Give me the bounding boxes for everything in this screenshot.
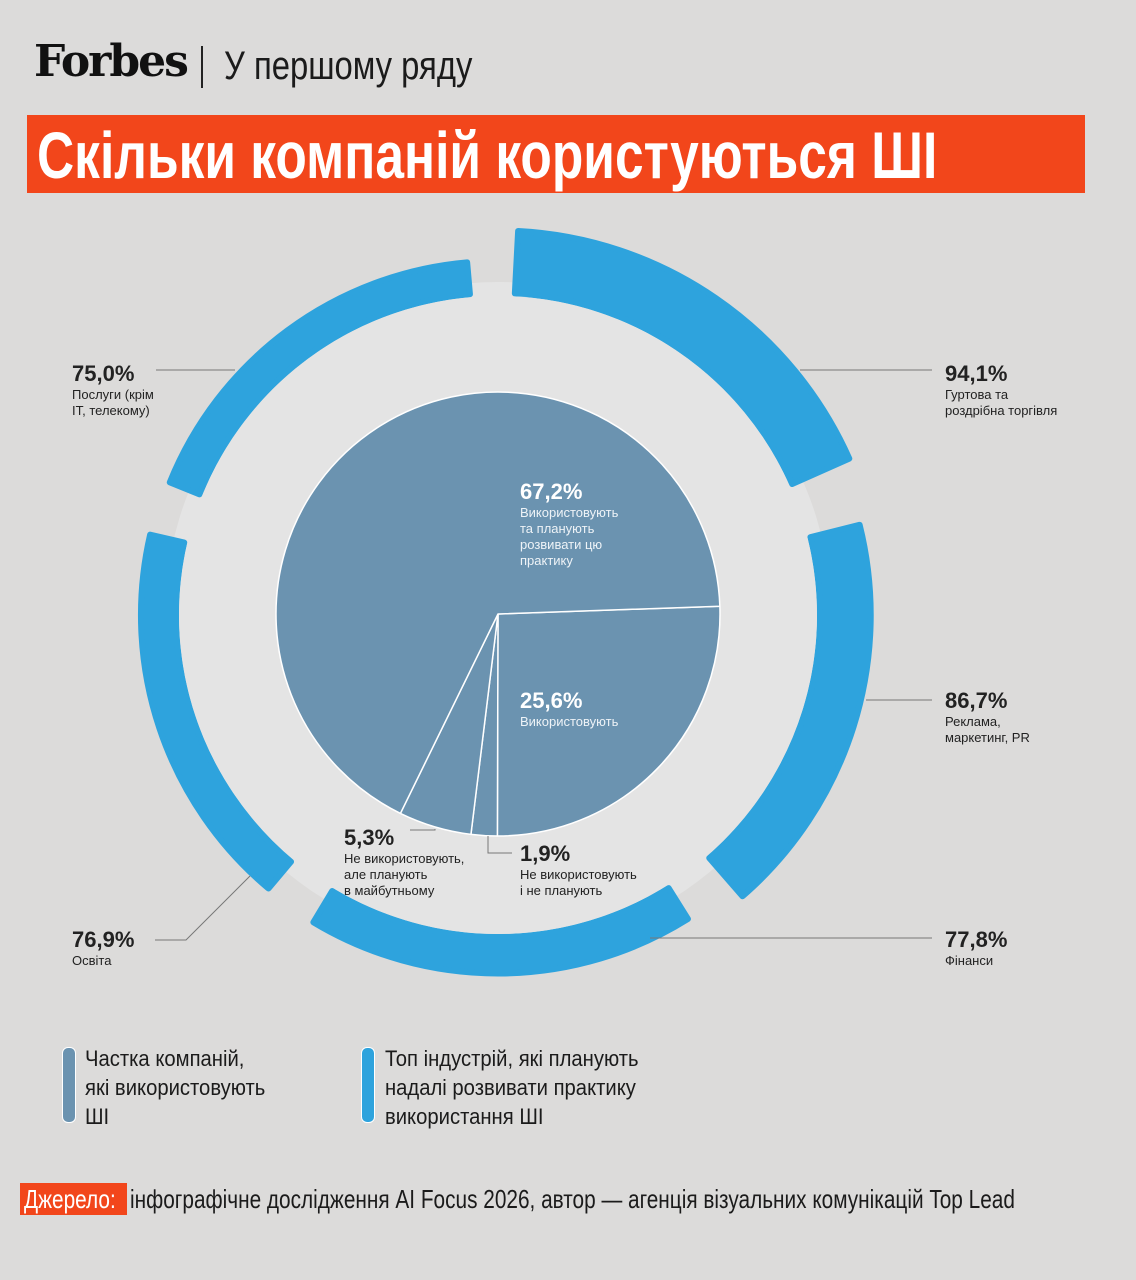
- source-text: інфографічне дослідження AI Focus 2026, …: [130, 1184, 1015, 1214]
- leader-line: [487, 836, 512, 854]
- legend-text-ring: Топ індустрій, які планують надалі розви…: [385, 1046, 639, 1129]
- pie-value: 1,9%: [520, 841, 571, 866]
- pie-value: 25,6%: [520, 688, 583, 713]
- source-tag-bg: [20, 1183, 127, 1215]
- pie-text: Не використовують, але планують в майбут…: [344, 851, 465, 898]
- section-name: У першому ряду: [224, 44, 473, 88]
- ring-segment: [166, 259, 473, 498]
- ring-segment: [706, 521, 874, 900]
- ring-label-services: 75,0% Послуги (крім IT, телекому): [72, 361, 154, 419]
- leader-line: [410, 829, 436, 831]
- pie-label-no-plan: 1,9% Не використовують і не планують: [520, 841, 637, 899]
- legend-swatch-ring: [361, 1047, 375, 1123]
- ring-category: Освіта: [72, 953, 112, 968]
- ring-value: 77,8%: [945, 927, 1008, 952]
- source-tag: Джерело:: [24, 1184, 116, 1214]
- pie-label-use-and-plan: 67,2% Використовують та планують розвива…: [520, 479, 618, 569]
- pie-value: 5,3%: [344, 825, 395, 850]
- ring-label-advertising: 86,7% Реклама, маркетинг, PR: [945, 688, 1030, 746]
- pie-slice: [496, 605, 721, 837]
- pie-slice: [275, 391, 721, 815]
- ring-category: Реклама, маркетинг, PR: [945, 714, 1030, 745]
- ring-category: Фінанси: [945, 953, 994, 968]
- ring-label-education: 76,9% Освіта: [72, 927, 134, 969]
- ring-category: Послуги (крім IT, телекому): [72, 387, 154, 418]
- ring-segment: [511, 227, 853, 488]
- leader-line: [155, 875, 251, 941]
- ring-label-finance: 77,8% Фінанси: [945, 927, 1007, 969]
- pie-text: Використовують: [520, 714, 619, 729]
- ring-category: Гуртова та роздрібна торгівля: [945, 387, 1058, 418]
- ring-value: 75,0%: [72, 361, 135, 386]
- ring-segment: [137, 531, 295, 892]
- ring-value: 94,1%: [945, 361, 1008, 386]
- title-bar: [27, 115, 1085, 193]
- legend-text-pie: Частка компаній, які використовують ШІ: [85, 1046, 266, 1129]
- ring-segment: [310, 885, 691, 977]
- ring-label-retail: 94,1% Гуртова та роздрібна торгівля: [945, 361, 1057, 419]
- pie-text: Використовують та планують розвивати цю …: [520, 505, 619, 568]
- page-title: Скільки компаній користуються ШІ: [37, 118, 938, 192]
- pie-value: 67,2%: [520, 479, 583, 504]
- forbes-logo: Forbes: [34, 36, 189, 87]
- header-divider: [201, 46, 203, 88]
- pie-label-plan-future: 5,3% Не використовують, але планують в м…: [344, 825, 464, 899]
- legend-swatch-pie: [62, 1047, 76, 1123]
- ring-value: 86,7%: [945, 688, 1008, 713]
- pie-label-use: 25,6% Використовують: [520, 688, 618, 730]
- ring-value: 76,9%: [72, 927, 135, 952]
- pie-text: Не використовують і не планують: [520, 867, 637, 898]
